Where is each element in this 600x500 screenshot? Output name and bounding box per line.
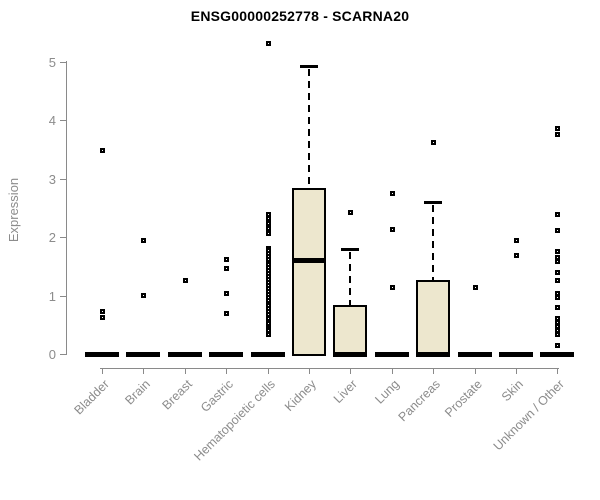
outlier-point xyxy=(265,320,271,326)
whisker-cap xyxy=(300,64,318,68)
y-tick-label: 3 xyxy=(48,171,56,187)
median-line xyxy=(209,352,244,357)
outlier-point xyxy=(555,328,561,333)
y-axis-tick xyxy=(60,237,66,238)
chart-title: ENSG00000252778 - SCARNA20 xyxy=(190,8,410,24)
outlier-point xyxy=(555,269,561,275)
median-line xyxy=(333,352,368,357)
outlier-point xyxy=(141,237,147,243)
outlier-point xyxy=(224,290,230,296)
y-axis-line xyxy=(66,61,67,355)
outlier-point xyxy=(100,308,105,314)
outlier-point xyxy=(555,315,561,321)
x-axis-tick xyxy=(309,368,310,374)
outlier-point xyxy=(265,230,271,236)
y-axis-tick xyxy=(60,178,66,180)
x-axis-line xyxy=(100,368,560,369)
y-axis-tick xyxy=(60,295,66,297)
outlier-point xyxy=(100,315,105,321)
outlier-point xyxy=(555,278,561,284)
outlier-point xyxy=(514,253,519,259)
x-axis-tick xyxy=(184,368,186,374)
outlier-point xyxy=(141,292,147,298)
y-tick-label: 1 xyxy=(48,288,56,304)
y-axis-tick xyxy=(60,354,66,355)
whisker xyxy=(432,205,435,281)
outlier-point xyxy=(265,332,271,338)
outlier-point xyxy=(389,227,395,233)
x-axis-tick xyxy=(391,368,393,374)
outlier-point xyxy=(224,257,230,263)
box xyxy=(333,304,368,356)
outlier-point xyxy=(265,220,271,226)
outlier-point xyxy=(555,249,561,255)
x-axis-tick xyxy=(102,368,103,374)
outlier-point xyxy=(182,277,188,283)
x-axis-tick xyxy=(557,368,559,374)
x-axis-tick xyxy=(516,368,517,374)
outlier-point xyxy=(265,225,271,231)
median-line xyxy=(250,352,285,357)
median-line xyxy=(540,352,575,357)
outlier-point xyxy=(265,215,271,221)
outlier-point xyxy=(224,311,230,317)
outlier-point xyxy=(555,291,561,297)
outlier-point xyxy=(224,266,230,271)
whisker-cap xyxy=(341,248,360,252)
outlier-point xyxy=(555,258,561,264)
median-line xyxy=(292,257,326,263)
box xyxy=(416,280,451,356)
y-tick-label: 4 xyxy=(48,113,56,128)
outlier-point xyxy=(100,148,105,154)
median-line xyxy=(126,352,161,357)
box xyxy=(292,188,326,356)
outlier-point xyxy=(389,285,395,291)
y-axis-label: Expression xyxy=(6,177,21,243)
outlier-point xyxy=(555,254,561,260)
x-axis-tick xyxy=(143,368,145,374)
outlier-point xyxy=(555,304,561,310)
outlier-point xyxy=(555,212,561,218)
outlier-point xyxy=(389,191,395,197)
whisker-cap xyxy=(424,201,443,205)
median-line xyxy=(499,352,533,357)
whisker xyxy=(308,68,310,189)
y-tick-label: 0 xyxy=(48,347,56,362)
x-axis-tick xyxy=(226,368,228,374)
outlier-point xyxy=(555,319,561,325)
median-line xyxy=(374,352,409,357)
y-tick-label: 2 xyxy=(48,230,56,245)
median-line xyxy=(457,352,492,357)
outlier-point xyxy=(348,209,354,215)
outlier-point xyxy=(514,237,519,243)
x-axis-tick xyxy=(474,368,476,374)
median-line xyxy=(85,352,119,357)
outlier-point xyxy=(431,140,437,146)
outlier-point xyxy=(555,132,561,138)
outlier-point xyxy=(265,211,271,217)
outlier-point xyxy=(555,343,561,349)
outlier-point xyxy=(555,295,561,301)
x-axis-tick xyxy=(267,368,269,374)
outlier-point xyxy=(555,323,561,329)
outlier-point xyxy=(265,315,271,321)
y-axis-tick xyxy=(60,61,66,63)
median-line xyxy=(167,352,202,357)
outlier-point xyxy=(555,332,561,338)
whisker xyxy=(349,252,352,305)
y-tick-label: 5 xyxy=(48,54,56,70)
x-axis-tick xyxy=(433,368,435,374)
outlier-point xyxy=(265,328,271,333)
median-line xyxy=(416,352,451,357)
y-axis-tick xyxy=(60,120,66,121)
x-axis-tick xyxy=(350,368,352,374)
outlier-point xyxy=(555,227,561,233)
outlier-point xyxy=(472,284,478,290)
outlier-point xyxy=(555,126,561,132)
outlier-point xyxy=(265,41,271,47)
